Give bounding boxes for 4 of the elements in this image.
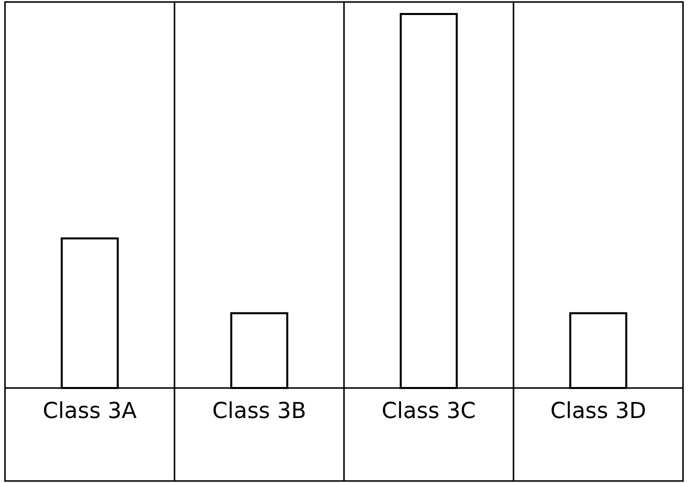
x-tick-label: Class 3D	[550, 399, 646, 424]
x-tick-label: Class 3C	[382, 399, 476, 424]
x-tick-label: Class 3A	[42, 399, 137, 424]
x-tick-label: Class 3B	[212, 399, 306, 424]
